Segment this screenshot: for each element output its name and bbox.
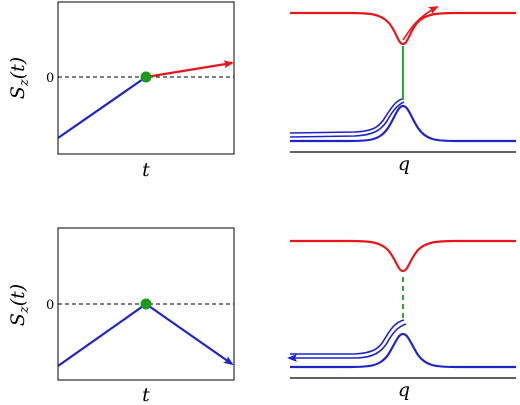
top-right-xlabel: q [398,153,410,175]
top-left-spin-line [57,76,147,139]
top-left-plot-frame [57,1,235,155]
top-left-crossing-dot [140,71,152,83]
bottom-left-ylabel-sub: z [17,306,32,314]
top-right-upper-band [290,11,516,46]
bottom-left-ylabel-main: S [7,313,29,326]
bottom-left-ylabel: Sz(t) [7,284,32,326]
bottom-right-upper-band [290,239,516,273]
top-left-plot: 0 t Sz(t) [7,1,235,181]
svg-text:Sz(t): Sz(t) [7,57,32,99]
bottom-right-lower-band [290,332,516,369]
top-right-path-outer [289,98,403,134]
top-left-xlabel: t [142,159,150,181]
bottom-right-path-lower [287,323,407,362]
top-right-lower-band [290,104,516,143]
bottom-left-ytick-label: 0 [46,298,54,313]
bottom-left-spin-line [57,303,147,367]
bottom-left-crossing-dot [140,298,152,310]
top-right-path-inner [289,101,405,138]
bottom-right-diagram: q [287,239,516,401]
top-left-ylabel-arg: (t) [7,57,29,79]
top-left-spin-arrow [145,60,234,79]
top-left-ylabel-sub: z [17,79,32,87]
top-left-ylabel: Sz(t) [7,57,32,99]
bottom-left-ylabel-arg: (t) [7,284,29,306]
bottom-left-xlabel: t [142,384,150,405]
bottom-left-plot: 0 t Sz(t) [7,227,235,405]
top-left-ylabel-main: S [7,86,29,99]
bottom-left-spin-arrow [145,303,234,366]
top-right-diagram: q [289,6,516,175]
svg-text:Sz(t): Sz(t) [7,284,32,326]
top-right-upper-path-arrow [402,6,439,41]
bottom-right-xlabel: q [398,379,410,401]
top-left-ytick-label: 0 [46,71,54,86]
bottom-right-path-upper [290,319,405,355]
